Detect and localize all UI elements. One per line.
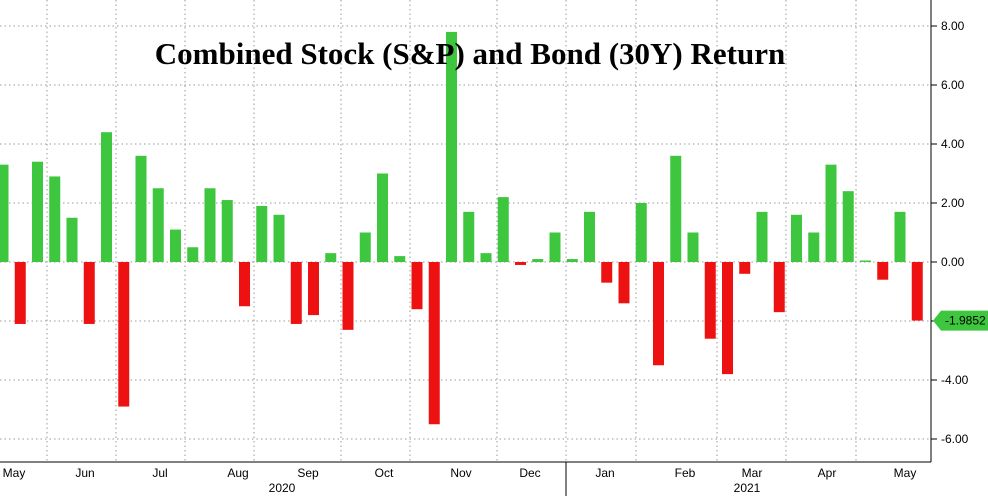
bar-19: [325, 253, 337, 262]
bars: [0, 31, 923, 425]
y-tick-label-0: 8.00: [941, 19, 965, 33]
bar-48: [825, 164, 837, 262]
chart-title: Combined Stock (S&P) and Bond (30Y) Retu…: [155, 36, 785, 71]
month-label-8: Jan: [595, 466, 614, 480]
year-label-1: 2021: [734, 481, 761, 495]
last-value-marker: [933, 310, 988, 331]
bar-27: [463, 211, 475, 262]
bar-47: [808, 232, 820, 262]
bar-1: [14, 262, 26, 324]
bar-7: [118, 262, 130, 407]
bar-18: [308, 262, 319, 316]
bar-20: [342, 262, 354, 330]
bar-15: [256, 205, 268, 262]
bar-14: [239, 262, 250, 307]
bar-9: [152, 188, 164, 262]
bar-44: [756, 211, 768, 262]
bar-29: [497, 197, 509, 262]
bar-33: [566, 259, 578, 262]
month-label-1: Jun: [75, 466, 94, 480]
y-axis: 8.00 6.00 4.00 2.00 0.00 -4.00 -6.00 -1.9852: [930, 0, 988, 462]
bar-41: [704, 262, 716, 339]
month-label-4: Sep: [297, 466, 319, 480]
bar-10: [170, 229, 181, 262]
bar-3: [49, 176, 61, 262]
year-label-0: 2020: [269, 481, 296, 495]
last-value-label: -1.9852: [945, 314, 986, 328]
y-tick-label-3: 2.00: [941, 196, 965, 210]
bar-11: [187, 247, 199, 262]
bar-17: [290, 262, 302, 324]
bar-45: [773, 262, 785, 313]
month-label-7: Dec: [519, 466, 540, 480]
y-tick-label-4: 0.00: [941, 255, 965, 269]
grid: [0, 0, 931, 462]
bar-8: [135, 155, 147, 262]
bar-35: [601, 262, 613, 283]
bar-46: [791, 214, 802, 262]
bar-32: [549, 232, 561, 262]
month-label-9: Feb: [675, 466, 696, 480]
month-label-3: Aug: [227, 466, 248, 480]
bar-24: [411, 262, 423, 310]
y-tick-label-7: -6.00: [941, 432, 969, 446]
bar-25: [428, 262, 440, 425]
month-label-0: May: [3, 466, 26, 480]
bar-37: [635, 203, 647, 262]
bar-49: [842, 191, 854, 262]
month-label-6: Nov: [450, 466, 471, 480]
bar-43: [739, 262, 751, 274]
bar-51: [877, 262, 889, 280]
y-tick-label-6: -4.00: [941, 373, 969, 387]
bar-2: [32, 161, 43, 262]
y-tick-label-2: 4.00: [941, 137, 965, 151]
bar-6: [101, 132, 112, 262]
bar-30: [515, 262, 526, 265]
bar-21: [359, 232, 371, 262]
bar-22: [377, 173, 388, 262]
month-label-10: Mar: [742, 466, 763, 480]
bar-5: [83, 262, 95, 324]
month-label-11: Apr: [818, 466, 837, 480]
x-axis: May Jun Jul Aug Sep Oct Nov Dec Jan Feb Mar Apr May 2…: [0, 461, 931, 496]
bar-23: [394, 256, 406, 262]
bar-13: [221, 200, 233, 262]
bar-42: [722, 262, 733, 375]
bar-16: [273, 214, 285, 262]
bar-34: [584, 211, 595, 262]
bar-12: [204, 188, 216, 262]
y-tick-label-1: 6.00: [941, 78, 965, 92]
bar-53: [911, 262, 923, 321]
bar-4: [66, 217, 78, 262]
month-label-2: Jul: [152, 466, 167, 480]
month-label-12: May: [894, 466, 917, 480]
bar-26: [446, 31, 457, 263]
bar-31: [532, 259, 544, 262]
bar-40: [687, 232, 699, 262]
bar-52: [894, 211, 906, 262]
bar-39: [670, 155, 682, 262]
month-label-5: Oct: [375, 466, 394, 480]
bar-36: [618, 262, 630, 304]
bar-50: [860, 260, 871, 262]
bar-28: [480, 253, 492, 262]
bar-38: [653, 262, 664, 366]
bar-0: [0, 164, 9, 262]
